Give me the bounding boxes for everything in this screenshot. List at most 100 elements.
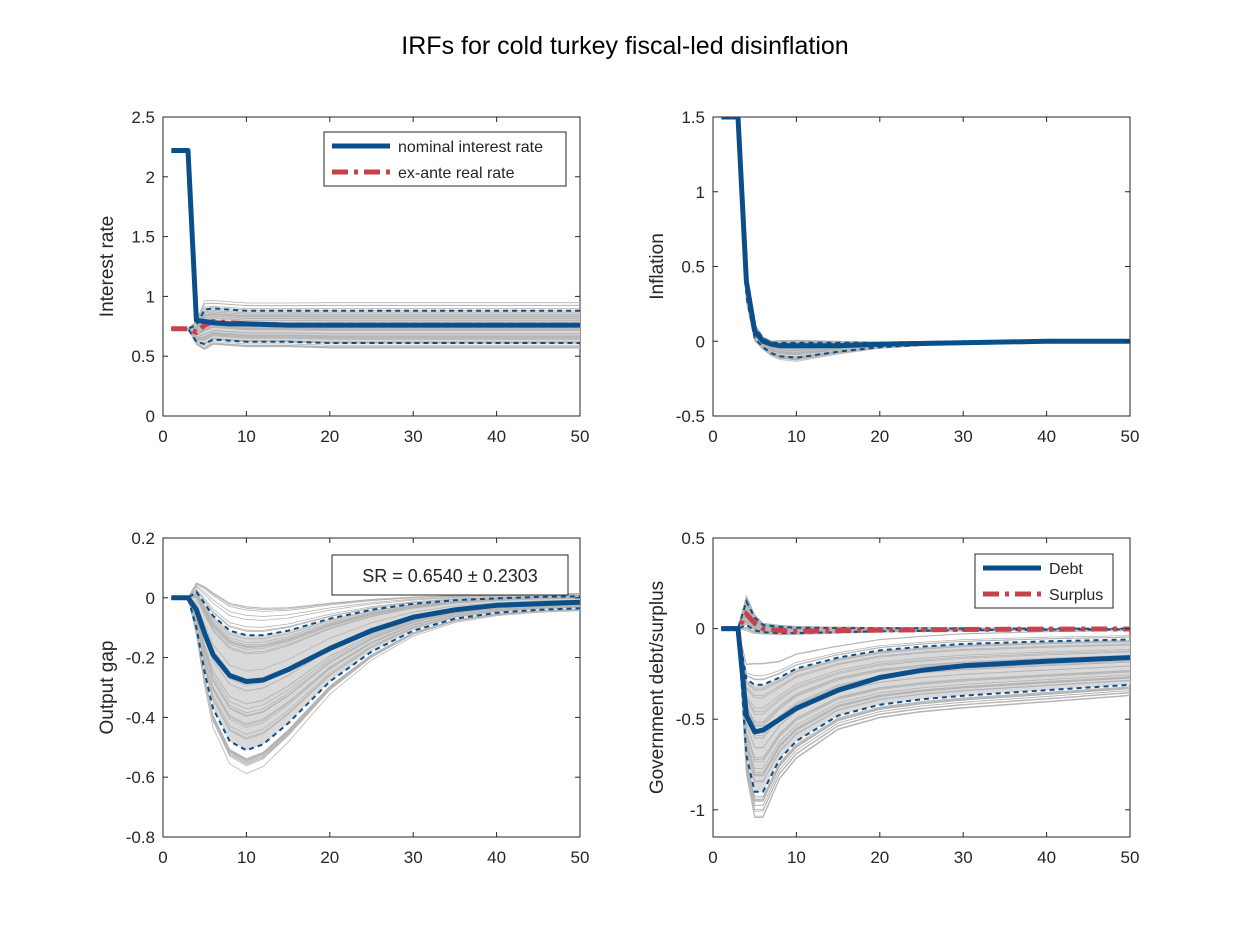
simulation-draw [171,597,580,717]
simulation-draw [721,628,1130,760]
simulation-draw [171,597,580,735]
y-axis-label: Interest rate [97,216,118,317]
x-tick-label: 10 [787,848,806,867]
simulation-draw [171,328,580,339]
simulation-draw [721,628,1130,777]
simulation-draw [721,628,1130,715]
simulation-draw [721,628,1130,773]
simulation-draw [171,312,580,330]
simulation-draw [171,326,580,336]
x-tick-label: 20 [870,848,889,867]
simulation-draw [721,628,1130,817]
simulation-draw [171,311,580,330]
legend-box [323,131,567,187]
x-tick-label: 10 [237,427,256,446]
simulation-draw [721,628,1130,801]
panel-debt-surplus: 0 10 20 30 40 50 -1 -0.5 0 0.5 Government debt/sur… [647,529,1139,867]
simulation-draw [721,628,1130,723]
simulation-draw [171,328,580,348]
y-tick-label: 0 [696,620,705,639]
simulation-draw [171,313,580,330]
panel-output-gap: 0 10 20 30 40 50 -0.8 -0.6 -0.4 -0.2 0 0.2 Output ga… [97,529,589,867]
simulation-draw [171,597,580,775]
simulation-draw [721,628,1130,797]
x-tick-label: 0 [708,427,717,446]
y-axis-label: Inflation [647,233,668,300]
simulation-draw [171,317,580,331]
simulation-draw [171,328,580,340]
simulation-draw [171,593,580,643]
x-tick-label: 30 [954,848,973,867]
y-tick-label: -0.6 [126,768,155,787]
y-tick-label: -0.8 [126,828,155,847]
plot-area [171,148,580,351]
x-tick-label: 0 [158,427,167,446]
simulation-draw [721,628,1130,811]
axes-box [712,116,1131,417]
x-tick-label: 20 [870,427,889,446]
y-tick-label: 1 [146,287,155,306]
simulation-draw [721,628,1130,677]
y-tick-label: 0.5 [681,258,705,277]
y-tick-label: 0.5 [131,347,155,366]
band-line [171,307,580,330]
simulation-draw [171,305,580,330]
annotation-box [331,554,569,596]
x-tick-label: 50 [1121,427,1140,446]
annotation-text: SR = 0.6540 ± 0.2303 [362,566,538,586]
simulation-draw [721,628,1130,681]
x-tick-label: 40 [1037,427,1056,446]
simulation-draw [171,597,580,672]
x-tick-label: 10 [237,848,256,867]
simulation-draw [171,300,580,330]
simulation-draw [721,628,1130,806]
simulation-draw [171,328,580,344]
simulation-draw [721,628,1130,782]
y-tick-label: 2 [146,168,155,187]
simulation-draw [171,327,580,336]
x-tick-label: 0 [158,848,167,867]
simulation-draw [171,588,580,628]
simulation-draw [171,597,580,728]
legend-entry: Surplus [1049,587,1103,604]
simulation-draw [721,628,1130,783]
x-tick-label: 40 [487,848,506,867]
band-line [171,590,580,637]
simulation-draw [171,592,580,640]
simulation-draw [721,628,1130,665]
x-tick-label: 20 [320,848,339,867]
y-tick-label: 1 [696,183,705,202]
simulation-draw [721,628,1130,818]
simulation-draw [171,307,580,330]
y-tick-label: 1.5 [681,108,705,127]
series-line-blue [171,148,580,328]
band-line [171,327,580,346]
simulation-draw [171,597,580,740]
simulation-draw [721,628,1130,748]
figure-title: IRFs for cold turkey fiscal-led disinfla… [401,32,849,60]
simulation-draw [171,309,580,330]
x-tick-label: 50 [571,848,590,867]
simulation-draw [171,597,580,725]
simulation-draw [171,328,580,350]
y-tick-label: 1.5 [131,228,155,247]
series-line-blue [171,595,580,684]
simulation-draw [171,586,580,621]
y-tick-label: -0.4 [126,708,155,727]
simulation-draw [171,325,580,336]
y-axis-label: Output gap [97,640,118,734]
simulation-draw [721,628,1130,713]
legend-entry: nominal interest rate [398,139,543,156]
series-line-red [721,609,1130,634]
plot-area [171,582,580,775]
y-tick-label: -0.2 [126,649,155,668]
series-line-blue [721,626,1130,735]
simulation-draw [721,628,1130,799]
y-tick-label: 0 [696,332,705,351]
x-tick-label: 40 [487,427,506,446]
simulation-draw [171,328,580,338]
simulation-draw [171,597,580,763]
simulation-draw [721,628,1130,812]
x-tick-label: 30 [404,848,423,867]
